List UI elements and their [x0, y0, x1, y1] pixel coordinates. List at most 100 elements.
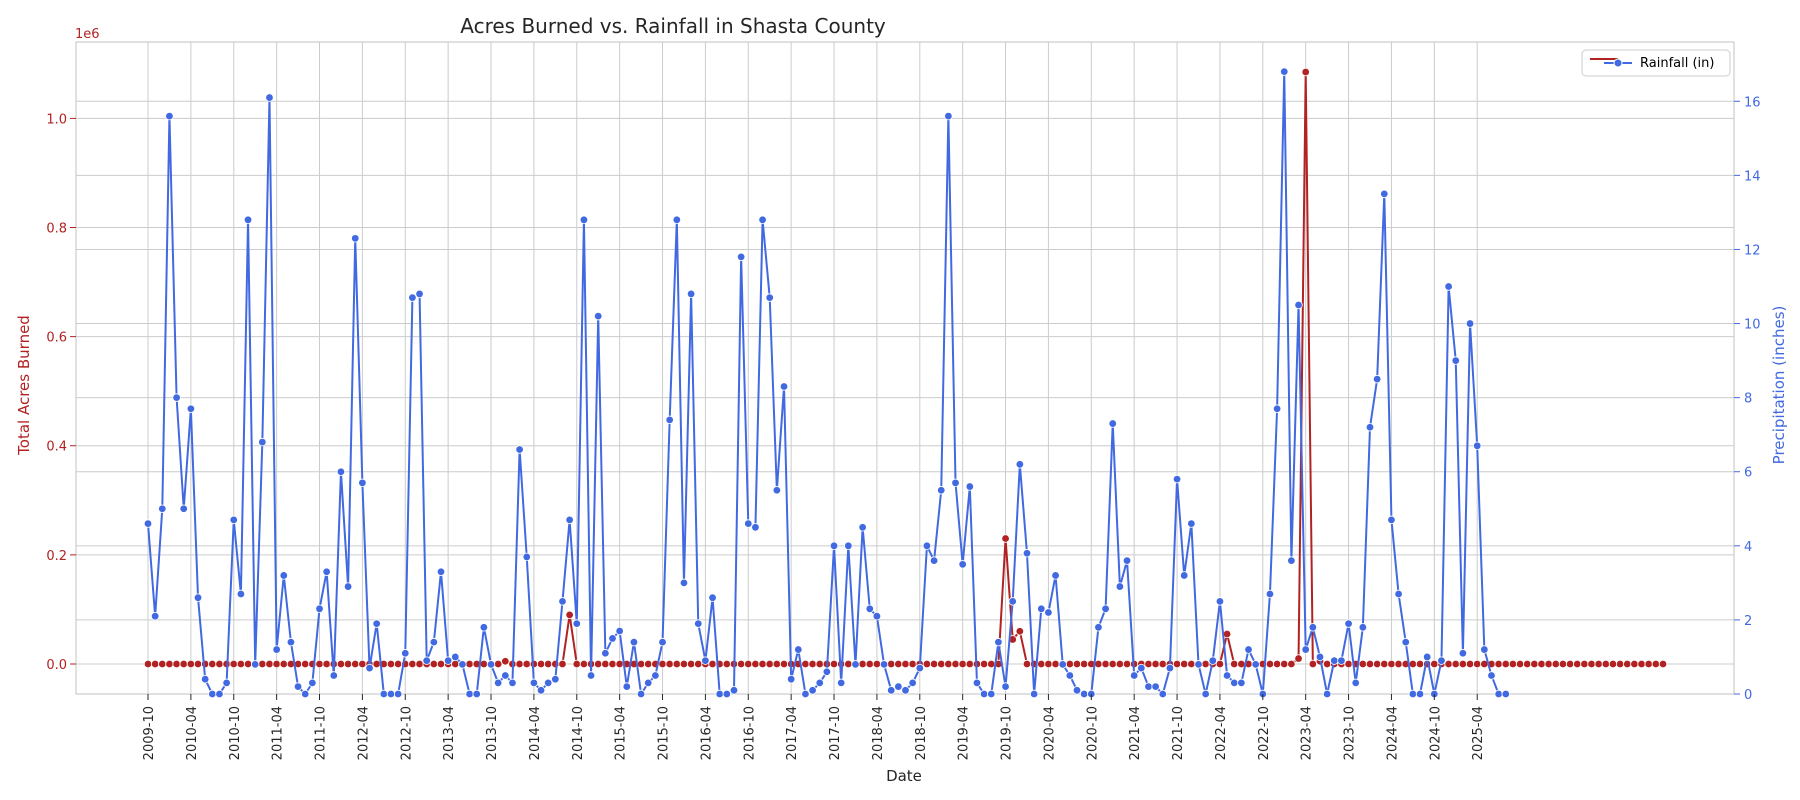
acres-burned-point — [1408, 659, 1418, 669]
acres-burned-point — [543, 659, 553, 669]
y-left-tick-label: 0.6 — [46, 331, 67, 346]
acres-burned-point — [179, 659, 188, 669]
acres-burned-point — [1637, 659, 1646, 669]
acres-burned-point — [636, 659, 646, 669]
acres-burned-point — [215, 659, 224, 669]
rainfall-point — [1437, 656, 1446, 665]
rainfall-point — [1487, 671, 1496, 680]
rainfall-point — [1194, 660, 1203, 669]
acres-burned-point — [1558, 659, 1568, 669]
acres-burned-point — [351, 659, 360, 669]
x-tick-label: 2021-10 — [1171, 706, 1186, 760]
x-tick-label: 2022-10 — [1257, 706, 1272, 760]
rainfall-point — [601, 649, 610, 658]
rainfall-point — [336, 467, 346, 476]
rainfall-point — [1208, 656, 1217, 665]
acres-burned-point — [572, 659, 581, 669]
rainfall-point — [1044, 608, 1053, 617]
rainfall-point — [372, 619, 381, 628]
rainfall-point — [379, 689, 389, 699]
y-left-tick-label: 1.0 — [46, 112, 67, 127]
acres-burned-point — [465, 659, 474, 669]
y-left-offset-label: 1e6 — [75, 27, 100, 42]
acres-burned-point — [1508, 659, 1518, 669]
acres-burned-point — [608, 659, 617, 669]
acres-burned-point — [1573, 659, 1582, 669]
rainfall-point — [765, 293, 774, 302]
rainfall-point — [565, 515, 574, 525]
acres-burned-point — [1601, 659, 1611, 669]
x-tick-label: 2012-10 — [399, 706, 414, 760]
rainfall-point — [1380, 189, 1389, 199]
x-tick-label: 2018-04 — [871, 706, 886, 760]
rainfall-point — [558, 597, 567, 606]
acres-burned-point — [1587, 659, 1596, 669]
y-right-tick-label: 0 — [1744, 688, 1752, 703]
rainfall-point — [1151, 682, 1160, 691]
acres-burned-point — [772, 659, 782, 669]
rainfall-point — [1372, 374, 1382, 384]
acres-burned-point — [358, 659, 367, 669]
acres-burned-point — [1180, 659, 1189, 669]
legend: Rainfall (in) — [1581, 49, 1731, 77]
rainfall-point — [1337, 656, 1346, 665]
acres-burned-point — [1151, 659, 1160, 669]
x-tick-label: 2019-10 — [1000, 706, 1015, 760]
acres-burned-point — [929, 659, 939, 669]
rainfall-point — [451, 652, 460, 662]
rainfall-point — [751, 523, 760, 532]
acres-burned-point — [1465, 659, 1475, 669]
acres-burned-point — [1344, 659, 1353, 669]
rainfall-point — [443, 656, 453, 665]
acres-burned-point — [1051, 659, 1060, 669]
rainfall-point — [851, 660, 860, 669]
acres-burned-point — [679, 659, 689, 669]
rainfall-point — [150, 612, 160, 621]
rainfall-point — [815, 678, 824, 688]
y-right-axis-ticks: 0 2 4 6 8 10 12 14 16 — [1734, 95, 1761, 703]
rainfall-point — [1165, 663, 1175, 673]
x-tick-label: 2023-10 — [1343, 706, 1358, 760]
rainfall-point — [508, 678, 517, 688]
rainfall-point — [665, 415, 674, 425]
rainfall-point — [200, 674, 210, 684]
x-tick-label: 2019-04 — [957, 706, 972, 760]
rainfall-point — [929, 556, 939, 565]
rainfall-point — [1094, 623, 1103, 632]
rainfall-point — [1501, 689, 1510, 699]
acres-burned-point — [236, 659, 246, 669]
acres-burned-point — [279, 659, 288, 669]
acres-burned-point — [372, 659, 381, 669]
acres-burned-point — [965, 659, 975, 669]
rainfall-point — [922, 541, 932, 551]
rainfall-point — [644, 678, 653, 688]
rainfall-point — [386, 689, 396, 699]
rainfall-point — [1187, 519, 1196, 528]
acres-burned-point — [1394, 659, 1403, 669]
rainfall-point — [501, 671, 510, 680]
rainfall-point — [1230, 678, 1239, 688]
acres-burned-point — [1430, 659, 1439, 669]
rainfall-point — [672, 215, 682, 225]
rainfall-point — [1215, 597, 1225, 606]
rainfall-point — [1072, 686, 1082, 695]
acres-burned-point — [615, 659, 624, 669]
acres-burned-point — [1565, 659, 1575, 669]
rainfall-point — [1129, 671, 1139, 680]
acres-burned-point — [1115, 659, 1125, 669]
acres-burned-point — [1623, 659, 1632, 669]
y-left-axis-ticks: 0.0 0.2 0.4 0.6 0.8 1.0 — [46, 112, 76, 673]
rainfall-point — [729, 686, 739, 695]
acres-burned-point — [1144, 659, 1153, 669]
rainfall-point — [622, 682, 631, 691]
rainfall-point — [744, 519, 753, 528]
acres-burned-point — [665, 659, 674, 669]
acres-burned-point — [1472, 659, 1482, 669]
rainfall-point — [1115, 582, 1125, 591]
acres-burned-point — [1201, 659, 1210, 669]
rainfall-point — [1344, 619, 1353, 628]
acres-burned-point — [1265, 659, 1275, 669]
acres-burned-point — [1537, 659, 1546, 669]
acres-burned-point — [208, 659, 217, 669]
acres-burned-point — [229, 659, 238, 669]
